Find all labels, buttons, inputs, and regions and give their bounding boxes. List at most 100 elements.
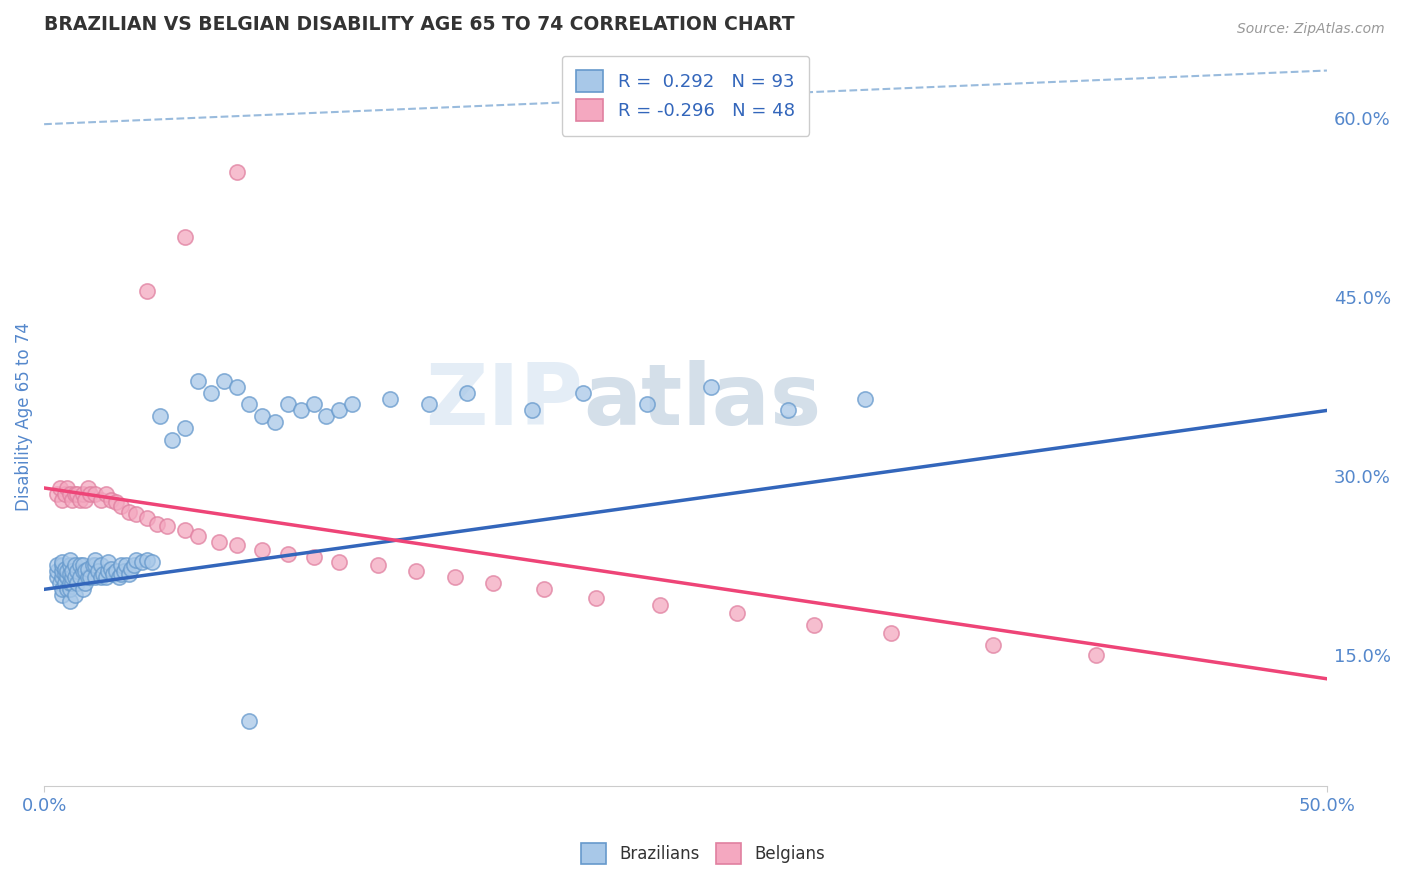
Point [76,570,98,584]
Point [45,558,67,573]
Point [174,421,197,435]
Point [110,558,132,573]
Point [110,566,132,581]
Point [53,576,76,591]
Point [250,543,273,558]
Point [302,550,325,565]
Point [48,576,70,591]
Text: ZIP: ZIP [425,360,583,443]
Point [533,582,555,597]
Point [725,606,748,620]
Point [45,570,67,584]
Point [118,566,141,581]
Point [51,570,73,584]
Point [66,576,89,591]
Point [87,565,110,579]
Point [443,570,465,584]
Point [69,492,91,507]
Point [585,591,607,605]
Point [225,379,247,393]
Point [84,487,107,501]
Point [520,403,543,417]
Point [56,481,79,495]
Legend: Brazilians, Belgians: Brazilians, Belgians [574,837,832,871]
Text: atlas: atlas [583,360,821,443]
Point [290,403,312,417]
Point [405,565,427,579]
Point [60,576,83,591]
Point [75,576,97,591]
Point [340,397,363,411]
Point [59,558,82,573]
Point [63,487,86,501]
Point [135,552,157,566]
Point [76,481,98,495]
Point [51,565,73,579]
Point [59,582,82,597]
Point [56,582,79,597]
Text: BRAZILIAN VS BELGIAN DISABILITY AGE 65 TO 74 CORRELATION CHART: BRAZILIAN VS BELGIAN DISABILITY AGE 65 T… [44,15,794,34]
Point [72,487,94,501]
Point [84,570,107,584]
Point [104,565,127,579]
Point [72,565,94,579]
Point [56,570,79,584]
Point [59,576,82,591]
Point [187,529,209,543]
Point [367,558,389,573]
Point [53,566,76,581]
Point [63,558,86,573]
Point [212,374,235,388]
Point [636,397,658,411]
Point [90,558,112,573]
Point [60,492,83,507]
Y-axis label: Disability Age 65 to 74: Disability Age 65 to 74 [15,322,32,511]
Point [79,487,101,501]
Point [84,552,107,566]
Point [59,566,82,581]
Point [482,576,505,591]
Point [115,558,138,573]
Point [122,558,145,573]
Point [104,495,127,509]
Point [250,409,273,424]
Point [1085,648,1108,662]
Point [418,397,440,411]
Point [125,552,148,566]
Point [59,552,82,566]
Point [156,519,179,533]
Point [225,538,247,552]
Point [45,487,67,501]
Point [75,565,97,579]
Point [100,492,122,507]
Point [302,397,325,411]
Point [853,392,876,406]
Point [162,434,184,448]
Point [700,379,723,393]
Point [51,588,73,602]
Point [238,397,260,411]
Point [135,510,157,524]
Point [315,409,337,424]
Point [76,562,98,576]
Point [125,507,148,521]
Point [53,487,76,501]
Point [778,403,800,417]
Point [69,558,91,573]
Point [107,570,129,584]
Point [90,492,112,507]
Point [277,547,299,561]
Point [983,639,1005,653]
Point [141,555,163,569]
Point [380,392,402,406]
Point [97,565,120,579]
Point [328,555,350,569]
Point [264,416,287,430]
Point [60,565,83,579]
Point [146,516,169,531]
Point [803,618,825,632]
Point [79,570,101,584]
Point [75,492,97,507]
Point [110,499,132,513]
Point [69,570,91,584]
